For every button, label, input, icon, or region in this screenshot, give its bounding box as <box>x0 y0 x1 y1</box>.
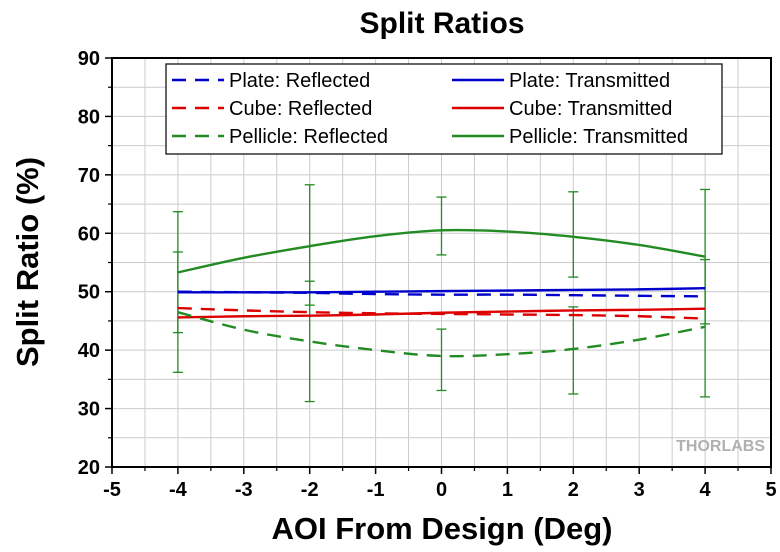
y-tick-label: 30 <box>78 399 100 421</box>
error-bar <box>436 328 447 392</box>
legend-label: Cube: Transmitted <box>509 98 672 120</box>
error-bar <box>568 191 579 278</box>
x-tick-label: -3 <box>235 479 253 501</box>
series-line-plate-transmitted <box>177 287 706 294</box>
y-tick-label: 80 <box>78 106 100 128</box>
legend-item: Plate: Transmitted <box>452 70 670 92</box>
y-tick-label: 20 <box>78 457 100 479</box>
y-axis-title: Split Ratio (%) <box>10 157 45 367</box>
x-tick-label: 5 <box>765 479 776 501</box>
legend-label: Pellicle: Transmitted <box>509 126 688 148</box>
y-tick-label: 40 <box>78 340 100 362</box>
series-line-pellicle-transmitted <box>177 228 706 274</box>
legend-box <box>165 63 723 155</box>
legend: Plate: Reflected Cube: Reflected Pellicle:… <box>165 63 723 155</box>
series-line-plate-reflected <box>177 290 706 298</box>
x-tick-label: -5 <box>103 479 121 501</box>
legend-label: Plate: Reflected <box>229 70 370 92</box>
legend-item: Pellicle: Transmitted <box>452 126 688 148</box>
series-line-pellicle-reflected <box>177 311 706 358</box>
series-lines <box>177 228 706 358</box>
error-bar <box>700 258 711 398</box>
series-line-cube-transmitted <box>177 307 706 319</box>
legend-item: Cube: Transmitted <box>452 98 672 120</box>
x-axis-title: AOI From Design (Deg) <box>271 511 612 546</box>
x-tick-label: 3 <box>634 479 645 501</box>
x-tick-label: -1 <box>367 479 385 501</box>
y-tick-label: 50 <box>78 282 100 304</box>
legend-label: Pellicle: Reflected <box>229 126 388 148</box>
x-tick-label: -2 <box>301 479 319 501</box>
x-tick-label: 1 <box>502 479 513 501</box>
chart-title: Split Ratios <box>359 7 524 40</box>
error-bar <box>304 280 315 403</box>
error-bar <box>436 196 447 256</box>
error-bar <box>568 306 579 395</box>
x-tick-label: 4 <box>700 479 712 501</box>
axis-ticks: -5 -4 -3 -2 -1 0 1 2 3 4 5 20 30 40 50 60 70 80 90 <box>78 48 777 501</box>
legend-item: Pellicle: Reflected <box>172 126 388 148</box>
y-tick-label: 60 <box>78 223 100 245</box>
x-tick-label: 0 <box>436 479 447 501</box>
legend-label: Plate: Transmitted <box>509 70 670 92</box>
legend-label: Cube: Reflected <box>229 98 372 120</box>
y-tick-label: 70 <box>78 165 100 187</box>
legend-item: Plate: Reflected <box>172 70 370 92</box>
legend-item: Cube: Reflected <box>172 98 372 120</box>
thorlabs-watermark: THORLABS <box>676 438 765 455</box>
x-tick-label: 2 <box>568 479 579 501</box>
x-tick-label: -4 <box>169 479 188 501</box>
y-tick-label: 90 <box>78 48 100 70</box>
